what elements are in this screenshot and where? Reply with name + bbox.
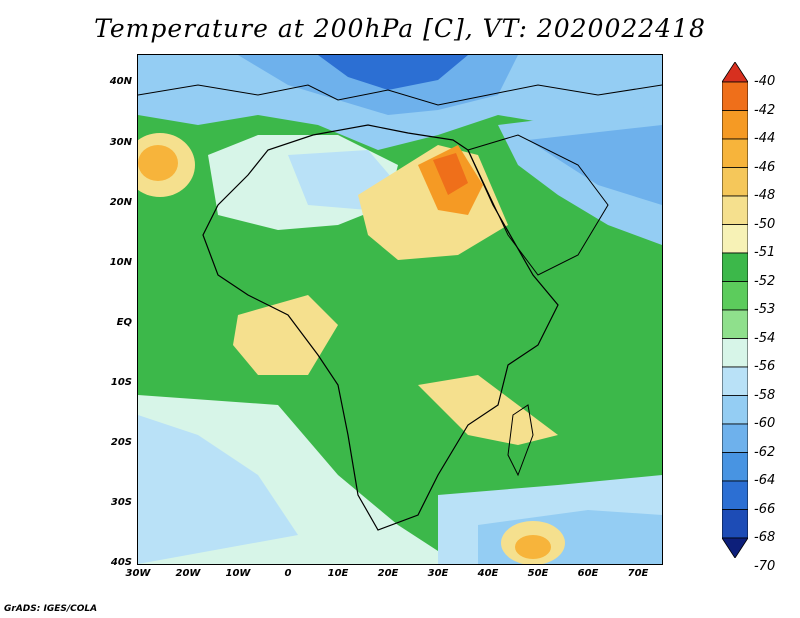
- colorbar-label: -51: [754, 245, 776, 260]
- temperature-map: [137, 54, 663, 565]
- colorbar-segment: [722, 138, 748, 168]
- field-guinea-warm: [233, 295, 338, 375]
- lon-label: 50E: [527, 568, 549, 579]
- europe-coastline: [138, 84, 662, 106]
- colorbar-segment: [722, 480, 748, 510]
- colorbar-label: -50: [754, 216, 776, 232]
- field-south-warmer: [515, 535, 551, 559]
- temperature-field: [138, 55, 662, 564]
- colorbar-label: -66: [754, 501, 776, 517]
- madagascar-outline: [507, 404, 534, 477]
- colorbar-top-arrow: [722, 62, 748, 83]
- colorbar-label: -53: [754, 302, 776, 317]
- lon-label: 60E: [577, 568, 599, 579]
- lon-label: 10E: [327, 568, 349, 579]
- africa-outline: [202, 124, 559, 531]
- colorbar-bottom-arrow: [722, 537, 748, 558]
- lon-label: 30E: [427, 568, 449, 579]
- colorbar-segment: [722, 452, 748, 482]
- lon-label: 20W: [175, 568, 201, 579]
- colorbar-segment: [722, 423, 748, 453]
- colorbar-label: -40: [754, 74, 776, 89]
- field-atlantic-warmer: [138, 145, 178, 181]
- lat-label: 20S: [110, 437, 132, 448]
- lat-label: 10S: [110, 377, 132, 388]
- colorbar-segment: [722, 395, 748, 425]
- lat-label: 30S: [110, 497, 132, 508]
- lon-label: 30W: [125, 568, 151, 579]
- field-mozambique-warm: [418, 375, 558, 445]
- lat-label: 40S: [110, 557, 132, 568]
- colorbar-label: -68: [754, 530, 776, 545]
- colorbar-label: -42: [754, 102, 776, 118]
- colorbar-label: -64: [754, 473, 776, 488]
- colorbar-segment: [722, 509, 748, 539]
- lon-label: 0: [284, 568, 292, 579]
- colorbar-segment: [722, 338, 748, 368]
- colorbar-segment: [722, 224, 748, 254]
- colorbar-segment: [722, 167, 748, 197]
- colorbar-label: -56: [754, 359, 776, 374]
- field-south-atlantic-blue: [138, 415, 298, 564]
- colorbar-segment: [722, 281, 748, 311]
- colorbar-segment: [722, 81, 748, 111]
- lat-label: 10N: [109, 257, 132, 268]
- lat-label: 30N: [109, 137, 132, 148]
- lon-label: 10W: [225, 568, 251, 579]
- lon-label: 40E: [477, 568, 499, 579]
- arabia-outline: [467, 134, 609, 276]
- lon-label: 70E: [627, 568, 649, 579]
- field-coldest-core: [318, 55, 468, 90]
- colorbar-label: -48: [754, 188, 776, 203]
- colorbar-label: -70: [754, 558, 776, 574]
- field-nile-hottest: [433, 153, 468, 195]
- lon-label: 20E: [377, 568, 399, 579]
- colorbar-label: -62: [754, 444, 776, 460]
- colorbar-segment: [722, 195, 748, 225]
- colorbar-segment: [722, 309, 748, 339]
- colorbar-label: -52: [754, 273, 776, 289]
- colorbar-label: -54: [754, 330, 776, 346]
- footer-credit: GrADS: IGES/COLA: [4, 604, 98, 614]
- field-arabia-colder: [528, 125, 662, 205]
- colorbar-label: -46: [754, 159, 776, 175]
- colorbar-label: -44: [754, 131, 776, 146]
- colorbar-label: -60: [754, 416, 776, 431]
- colorbar-segment: [722, 252, 748, 282]
- lat-label: EQ: [116, 317, 132, 328]
- colorbar-segment: [722, 110, 748, 140]
- colorbar-label: -58: [754, 387, 776, 403]
- lat-label: 40N: [109, 76, 132, 87]
- colorbar-segment: [722, 366, 748, 396]
- map-title: Temperature at 200hPa [C], VT: 202002241…: [94, 14, 706, 43]
- colorbar: [722, 62, 748, 558]
- lat-label: 20N: [109, 197, 132, 208]
